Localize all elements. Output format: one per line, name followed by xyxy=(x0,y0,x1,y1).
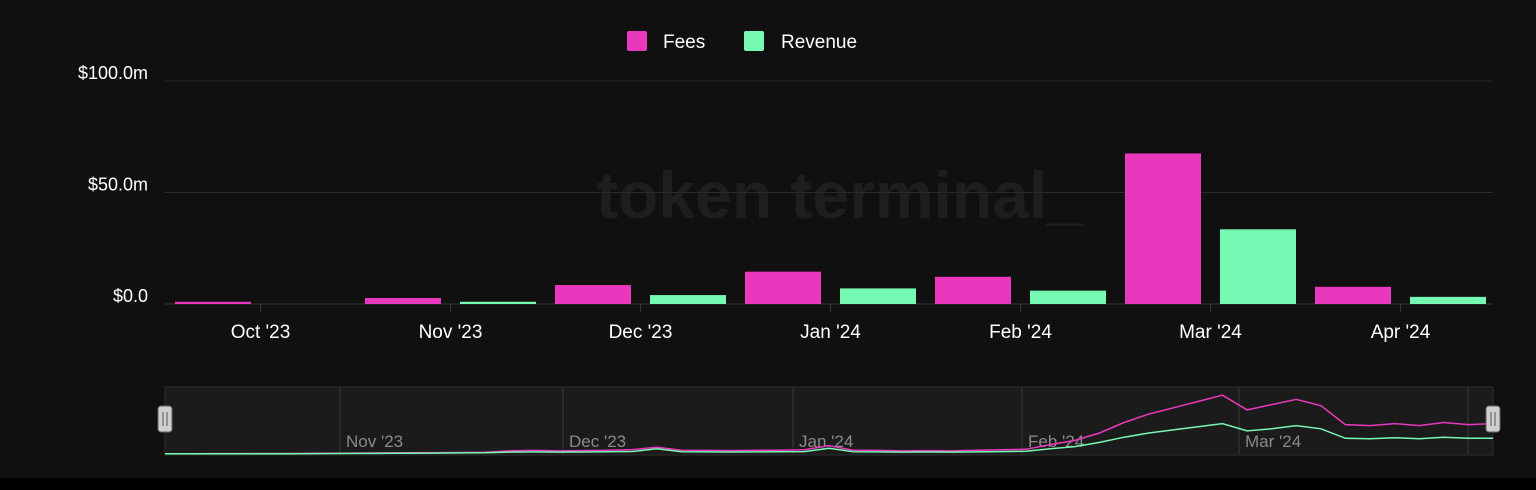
left-handle-grip xyxy=(157,405,173,433)
x-tick-label: Jan '24 xyxy=(800,322,861,343)
navigator-label: Nov '23 xyxy=(346,432,403,451)
range-navigator[interactable]: Nov '23 Dec '23 Jan '24 Feb '24 Mar '24 xyxy=(157,386,1501,456)
legend-swatch-revenue xyxy=(744,31,764,51)
watermark-text: token terminal_ xyxy=(596,158,1085,232)
bottom-band xyxy=(0,478,1536,490)
x-tick-label: Apr '24 xyxy=(1371,322,1431,343)
bar-fees[interactable] xyxy=(1125,153,1201,304)
legend-label-fees: Fees xyxy=(663,32,705,53)
x-tick-label: Feb '24 xyxy=(989,322,1052,343)
x-tick-label: Oct '23 xyxy=(231,322,291,343)
legend-swatch-fees xyxy=(627,31,647,51)
y-axis: $0.0 $50.0m $100.0m xyxy=(78,63,148,306)
bar-fees[interactable] xyxy=(1315,286,1391,304)
x-tick-label: Mar '24 xyxy=(1179,322,1242,343)
bar-revenue[interactable] xyxy=(1410,296,1486,304)
bar-fees[interactable] xyxy=(745,271,821,304)
y-tick-label: $50.0m xyxy=(88,175,148,195)
bar-fees[interactable] xyxy=(935,276,1011,304)
navigator-label: Mar '24 xyxy=(1245,432,1301,451)
bar-revenue[interactable] xyxy=(650,295,726,304)
legend: Fees Revenue xyxy=(627,31,857,53)
bar-revenue[interactable] xyxy=(1220,229,1296,304)
bar-revenue[interactable] xyxy=(460,301,536,304)
legend-label-revenue: Revenue xyxy=(781,32,857,53)
right-handle-grip xyxy=(1485,405,1501,433)
y-tick-label: $100.0m xyxy=(78,63,148,83)
bar-fees[interactable] xyxy=(175,301,251,304)
navigator-handle-left[interactable] xyxy=(157,405,173,433)
bar-fees[interactable] xyxy=(555,285,631,304)
bar-fees[interactable] xyxy=(365,297,441,304)
x-tick-label: Nov '23 xyxy=(419,322,483,343)
navigator-label: Dec '23 xyxy=(569,432,626,451)
bar-revenue[interactable] xyxy=(840,288,916,304)
navigator-revenue-line xyxy=(165,422,1493,455)
x-tick-label: Dec '23 xyxy=(609,322,673,343)
legend-item-revenue[interactable]: Revenue xyxy=(744,31,857,53)
x-axis: Oct '23 Nov '23 Dec '23 Jan '24 Feb '24 Mar '… xyxy=(231,304,1431,343)
bars xyxy=(175,153,1486,304)
legend-item-fees[interactable]: Fees xyxy=(627,31,705,53)
navigator-label: Jan '24 xyxy=(799,432,853,451)
y-tick-label: $0.0 xyxy=(113,286,148,306)
navigator-handle-right[interactable] xyxy=(1485,405,1501,433)
bar-revenue[interactable] xyxy=(1030,290,1106,304)
navigator-gridlines xyxy=(339,387,1469,454)
